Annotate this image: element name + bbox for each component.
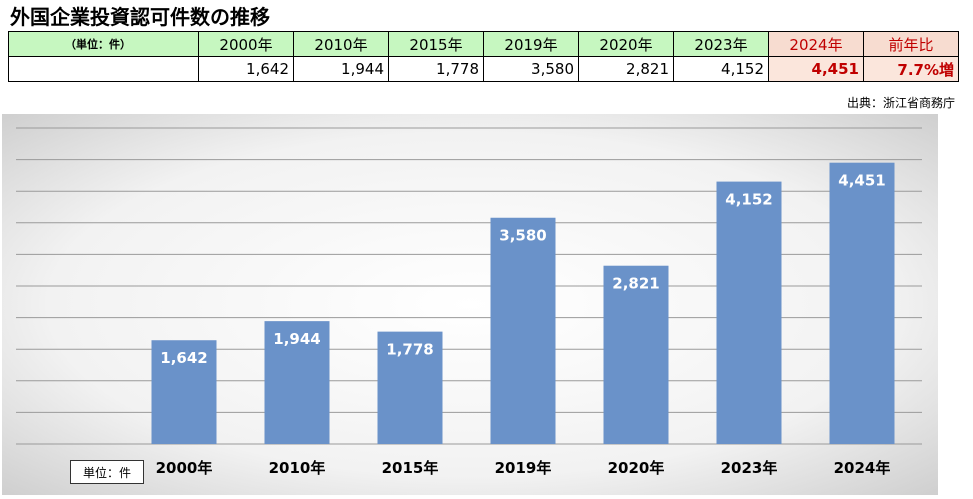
x-tick-label: 2024年 <box>834 459 891 477</box>
table-header-change: 前年比 <box>863 31 959 57</box>
table-cell-change: 7.7%増 <box>863 56 959 82</box>
x-tick-label: 2015年 <box>382 459 439 477</box>
chart-x-ticks: 2000年 2010年 2015年 2019年 2020年 2023年 2024年 <box>156 459 891 477</box>
table-value-row: 1,642 1,944 1,778 3,580 2,821 4,152 4,45… <box>8 56 959 82</box>
bar <box>829 162 895 444</box>
table-header-year: 2020年 <box>578 31 674 57</box>
data-label: 3,580 <box>499 227 546 245</box>
table-cell: 4,152 <box>673 56 769 82</box>
data-label: 1,778 <box>386 341 433 359</box>
unit-label-box: 単位：件 <box>70 460 144 484</box>
table-header-year: 2010年 <box>293 31 389 57</box>
x-tick-label: 2020年 <box>608 459 665 477</box>
table-row-label <box>8 56 199 82</box>
summary-table: （単位：件） 2000年 2010年 2015年 2019年 2020年 202… <box>8 31 959 82</box>
table-header-row: （単位：件） 2000年 2010年 2015年 2019年 2020年 202… <box>8 31 959 57</box>
data-label: 4,152 <box>725 191 772 209</box>
bar <box>264 321 330 444</box>
data-label: 4,451 <box>838 172 885 190</box>
table-header-year: 2015年 <box>388 31 484 57</box>
table-unit-label: （単位：件） <box>8 31 199 57</box>
table-header-year: 2000年 <box>198 31 294 57</box>
x-tick-label: 2023年 <box>721 459 778 477</box>
data-label: 2,821 <box>612 275 659 293</box>
chart-background <box>2 114 938 495</box>
table-cell: 1,944 <box>293 56 389 82</box>
table-cell: 3,580 <box>483 56 579 82</box>
source-note: 出典：浙江省商務庁 <box>846 96 955 110</box>
bar <box>151 340 217 444</box>
table-header-year-latest: 2024年 <box>768 31 864 57</box>
x-tick-label: 2000年 <box>156 459 213 477</box>
data-label: 1,642 <box>160 349 207 367</box>
table-header-year: 2019年 <box>483 31 579 57</box>
chart-data-labels: 1,642 1,944 1,778 3,580 2,821 4,152 4,451 <box>160 172 885 368</box>
table-header-year: 2023年 <box>673 31 769 57</box>
bar <box>490 217 556 444</box>
chart-bars <box>151 162 895 444</box>
table-cell-latest: 4,451 <box>768 56 864 82</box>
bar-chart: 1,642 1,944 1,778 3,580 2,821 4,152 4,451 2000… <box>2 114 938 495</box>
bar <box>377 331 443 444</box>
table-cell: 1,642 <box>198 56 294 82</box>
table-cell: 2,821 <box>578 56 674 82</box>
x-tick-label: 2010年 <box>269 459 326 477</box>
bar <box>716 181 782 444</box>
data-label: 1,944 <box>273 330 320 348</box>
page-title: 外国企業投資認可件数の推移 <box>10 5 270 29</box>
table-cell: 1,778 <box>388 56 484 82</box>
bar <box>603 265 669 444</box>
x-tick-label: 2019年 <box>495 459 552 477</box>
